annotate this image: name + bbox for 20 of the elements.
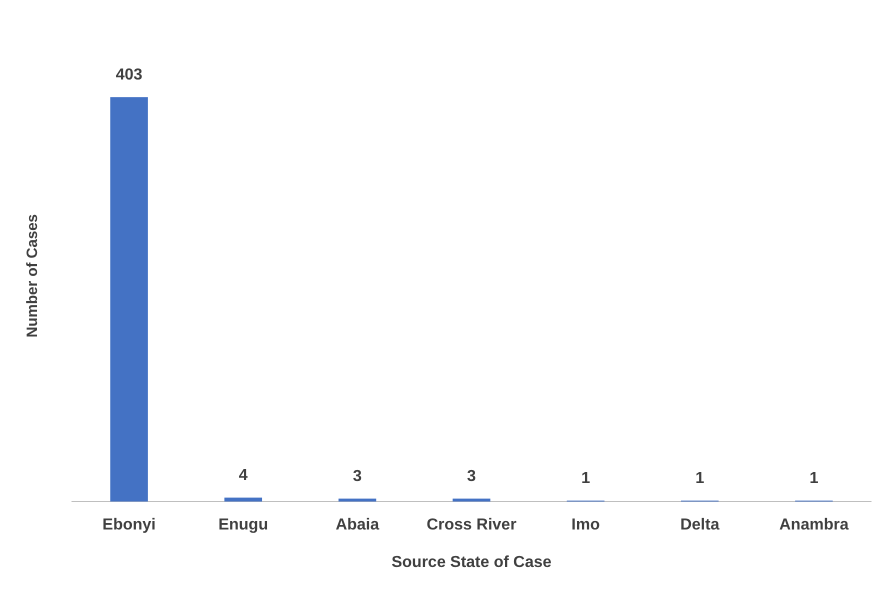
x-tick-label: Abaia: [336, 516, 380, 534]
x-tick-label: Enugu: [218, 516, 268, 534]
x-tick-label: Anambra: [779, 516, 849, 534]
bar: [110, 97, 148, 502]
x-axis-title: Source State of Case: [391, 554, 552, 571]
bar: [452, 498, 490, 502]
data-label: 1: [695, 470, 704, 488]
bar: [224, 498, 262, 502]
x-tick-label: Imo: [571, 516, 600, 534]
data-label: 3: [352, 468, 362, 485]
data-label: 1: [809, 470, 818, 488]
x-tick-label: Cross River: [426, 516, 516, 534]
data-label: 403: [116, 66, 143, 84]
data-label: 4: [238, 466, 248, 484]
y-axis-title: Number of Cases: [24, 214, 42, 338]
x-tick-label: Delta: [680, 516, 720, 534]
bar: [338, 498, 376, 502]
x-tick-label: Ebonyi: [102, 516, 156, 534]
data-label: 1: [581, 470, 590, 488]
data-label: 3: [467, 468, 476, 485]
